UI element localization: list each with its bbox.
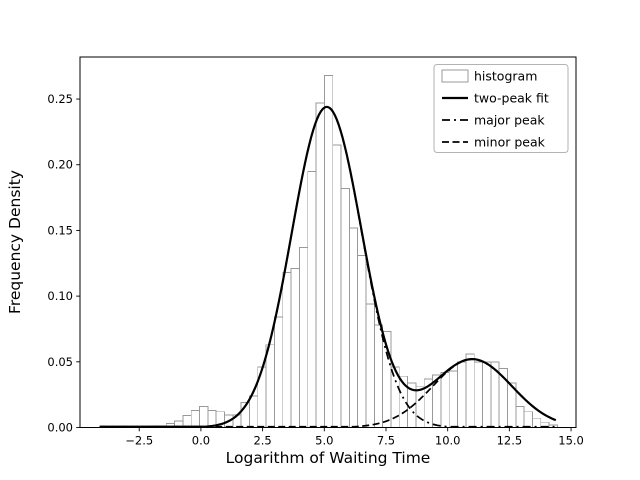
histogram-bar: [265, 344, 275, 428]
histogram-bar: [415, 386, 425, 428]
histogram-bar: [323, 74, 334, 428]
y-tick-label: 0.15: [47, 223, 73, 237]
histogram-bar: [290, 268, 300, 428]
legend-box: [433, 64, 569, 153]
y-tick-label: 0.00: [47, 421, 73, 435]
x-tick-label: 5.0: [315, 434, 333, 448]
curve-two-peak-fit: [99, 105, 557, 428]
x-tick-label: −2.5: [125, 434, 153, 448]
histogram-bar: [365, 303, 375, 428]
histogram-bar: [249, 395, 259, 428]
histogram-bar: [298, 247, 309, 428]
plot-border: [79, 56, 577, 428]
y-tick-label: 0.05: [47, 355, 73, 369]
x-tick-label: 0.0: [192, 434, 210, 448]
histogram-bar: [482, 361, 492, 428]
x-tick-label: 10.0: [435, 434, 461, 448]
histogram-bar: [465, 353, 475, 428]
histogram-bar: [523, 411, 533, 428]
histogram-bar: [473, 361, 483, 428]
histogram-bar: [448, 370, 459, 428]
histogram-bar: [515, 406, 525, 428]
histogram-bar: [273, 316, 284, 428]
histogram-bar: [532, 417, 542, 428]
histogram-bar: [357, 254, 367, 428]
legend: histogram two-peak fit major peak minor pea…: [433, 64, 569, 153]
legend-swatch-histogram: [441, 69, 469, 83]
histogram-bar: [440, 371, 450, 428]
y-tick-label: 0.10: [47, 289, 73, 303]
x-tick-label: 15.0: [558, 434, 584, 448]
x-tick-label: 12.5: [497, 434, 523, 448]
histogram-bar: [332, 144, 342, 428]
y-tick-label: 0.25: [47, 92, 73, 106]
histogram-bar: [340, 187, 350, 428]
x-tick-label: 7.5: [377, 434, 395, 448]
legend-label: histogram: [474, 69, 537, 84]
axes: [79, 56, 577, 428]
x-tick-label: 2.5: [253, 434, 271, 448]
legend-label: minor peak: [474, 135, 546, 150]
histogram-bar: [190, 409, 200, 428]
fit-curves: [99, 105, 557, 428]
y-axis-label: Frequency Density: [6, 170, 24, 314]
histogram-bar: [315, 102, 325, 428]
tick-marks-and-labels: −2.5 0.0 2.5 5.0 7.5 10.0 12.5 15.0 0.00 0.05 0.10…: [47, 92, 583, 447]
histogram-bar: [373, 324, 384, 428]
legend-label: two-peak fit: [474, 91, 549, 106]
histogram-bar: [457, 361, 467, 428]
histogram-bar: [348, 227, 359, 428]
histogram-bar: [282, 272, 292, 428]
histogram-bar: [199, 406, 209, 428]
x-axis-label: Logarithm of Waiting Time: [226, 449, 431, 467]
y-tick-label: 0.20: [47, 158, 73, 172]
legend-label: major peak: [474, 113, 545, 128]
histogram-bar: [307, 170, 317, 428]
